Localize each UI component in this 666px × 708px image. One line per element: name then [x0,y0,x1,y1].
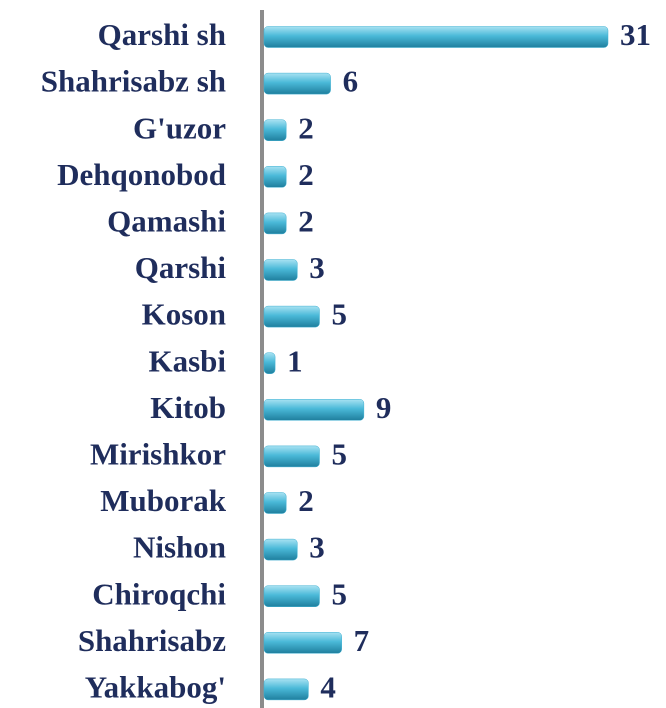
value-label: 2 [298,110,314,145]
value-label: 3 [309,530,325,565]
category-label: Shahrisabz [78,623,226,658]
bar [263,166,287,188]
bar [263,305,320,328]
value-label: 1 [287,343,303,378]
bar [263,259,298,281]
value-label: 31 [620,17,651,52]
bar [263,212,287,235]
category-label: Dehqonobod [57,157,226,192]
category-label: Muborak [100,483,227,518]
bar [263,26,609,48]
value-label: 6 [343,64,359,99]
bar [263,119,287,141]
bar [263,538,298,561]
bar [263,585,320,607]
category-label: G'uzor [133,110,226,145]
category-label: Kasbi [148,343,226,378]
category-label: Shahrisabz sh [41,64,226,99]
value-label: 2 [298,157,314,192]
category-label: Kitob [150,390,226,425]
category-label: Nishon [133,530,226,565]
category-label: Chiroqchi [92,576,226,611]
value-label: 5 [331,437,347,472]
bar [263,678,309,701]
bar [263,399,365,421]
category-label: Yakkabog' [85,670,226,705]
bar [263,492,287,514]
value-label: 2 [298,483,314,518]
value-label: 5 [331,576,347,611]
bar [263,445,320,468]
bar [263,352,276,374]
bar [263,72,331,95]
category-label: Koson [142,297,226,332]
category-label: Qarshi [135,250,227,285]
value-label: 4 [320,670,336,705]
bar [263,632,342,654]
value-label: 5 [331,297,347,332]
value-label: 3 [309,250,325,285]
value-label: 7 [354,623,370,658]
value-label: 2 [298,204,314,239]
category-label: Mirishkor [90,437,226,472]
category-label: Qarshi sh [98,17,226,52]
value-label: 9 [376,390,392,425]
category-label: Qamashi [107,204,226,239]
